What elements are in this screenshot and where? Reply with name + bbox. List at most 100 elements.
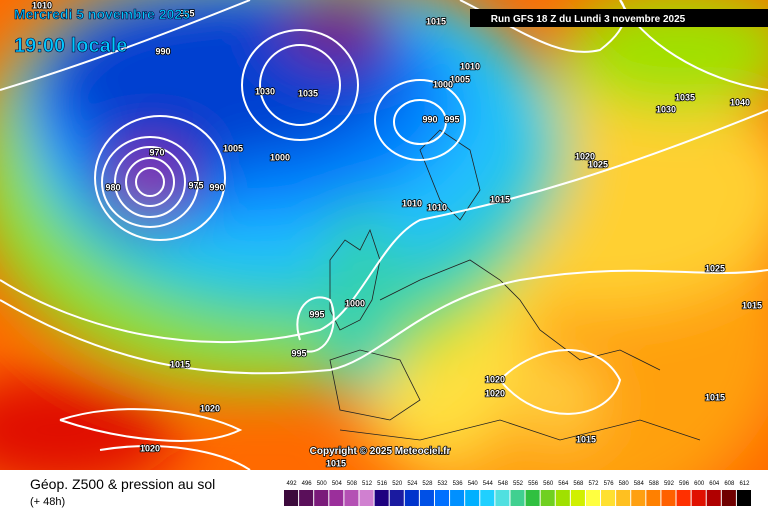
- isobar-label: 1000: [270, 152, 290, 162]
- isobar-label: 1020: [485, 374, 505, 384]
- isobar-label: 1020: [485, 388, 505, 398]
- isobar-label: 985: [179, 8, 194, 18]
- legend-swatch: [450, 490, 465, 506]
- legend-level: 588: [649, 481, 660, 487]
- legend-level: 572: [588, 481, 599, 487]
- legend-level: 604: [709, 481, 720, 487]
- forecast-time: 19:00 locale: [14, 35, 127, 57]
- isobar-label: 1015: [490, 194, 510, 204]
- isobar-label: 1010: [460, 61, 480, 71]
- isobar-label: 1035: [298, 88, 318, 98]
- legend: 492 496 500 504 508 512 516 520 524 528 532 536 540 5…: [284, 481, 751, 506]
- isobar-label: 1020: [575, 151, 595, 161]
- legend-level: 540: [468, 481, 479, 487]
- legend-swatch: [525, 490, 540, 506]
- isobar-label: 990: [155, 46, 170, 56]
- legend-level: 504: [332, 481, 343, 487]
- isobar-label: 990: [422, 114, 437, 124]
- run-info: Run GFS 18 Z du Lundi 3 novembre 2025: [491, 14, 686, 25]
- legend-level: 536: [453, 481, 464, 487]
- isobar-label: 1000: [433, 79, 453, 89]
- legend-swatch: [329, 490, 344, 506]
- isobar-label: 1010: [32, 0, 52, 10]
- isobar-label: 1000: [345, 298, 365, 308]
- isobar-label: 1015: [705, 392, 725, 402]
- legend-level: 580: [619, 481, 630, 487]
- legend-level: 552: [513, 481, 524, 487]
- footer-title: Géop. Z500 & pression au sol: [30, 476, 215, 492]
- legend-swatch: [314, 490, 329, 506]
- legend-swatch: [495, 490, 510, 506]
- isobar-label: 1010: [402, 198, 422, 208]
- run-banner: [470, 9, 768, 27]
- isobar-label: 980: [105, 182, 120, 192]
- legend-swatch: [540, 490, 555, 506]
- legend-swatch: [480, 490, 495, 506]
- legend-level: 512: [362, 481, 373, 487]
- legend-swatch: [646, 490, 661, 506]
- legend-swatch: [434, 490, 450, 506]
- legend-swatch: [601, 490, 616, 506]
- isobar-label: 1015: [576, 434, 596, 444]
- coastlines: [329, 129, 701, 441]
- legend-level: 608: [724, 481, 735, 487]
- legend-level: 520: [392, 481, 403, 487]
- legend-level: 564: [558, 481, 569, 487]
- legend-level: 500: [317, 481, 328, 487]
- legend-level: 492: [287, 481, 298, 487]
- legend-swatch: [555, 490, 570, 506]
- legend-level: 568: [573, 481, 584, 487]
- legend-swatch: [389, 490, 404, 506]
- isobar-label: 1005: [450, 74, 470, 84]
- isobar-label: 1015: [326, 458, 346, 468]
- copyright: Copyright © 2025 Meteociel.fr: [310, 446, 451, 457]
- isobar-label: 1030: [255, 86, 275, 96]
- isobar-label: 970: [149, 147, 164, 157]
- isobar-label: 1005: [223, 143, 243, 153]
- legend-level: 516: [377, 481, 388, 487]
- isobar-label: 1015: [426, 16, 446, 26]
- isobar-label: 1020: [200, 403, 220, 413]
- legend-swatch: [465, 490, 480, 506]
- isobar-label: 1010: [427, 202, 447, 212]
- legend-swatch: [616, 490, 631, 506]
- legend-level: 508: [347, 481, 358, 487]
- legend-swatch: [631, 490, 646, 506]
- isobar-label: 995: [291, 348, 306, 358]
- legend-swatch: [374, 490, 389, 506]
- legend-swatch: [404, 490, 419, 506]
- legend-level: 596: [679, 481, 690, 487]
- isobar-label: 1025: [705, 263, 725, 273]
- legend-swatch: [691, 490, 706, 506]
- legend-swatch: [570, 490, 585, 506]
- legend-level: 528: [422, 481, 433, 487]
- isobar-lines: [0, 0, 768, 470]
- legend-level: 496: [302, 481, 313, 487]
- legend-level: 612: [739, 481, 750, 487]
- legend-swatch: [359, 490, 374, 506]
- isobar-label: 990: [209, 182, 224, 192]
- legend-swatch: [284, 490, 299, 506]
- isobar-label: 995: [309, 309, 324, 319]
- isobar-label: 1020: [140, 443, 160, 453]
- legend-level: 592: [664, 481, 675, 487]
- legend-swatch: [299, 490, 314, 506]
- legend-swatch: [510, 490, 525, 506]
- isobar-label: 1015: [170, 359, 190, 369]
- legend-level: 544: [483, 481, 494, 487]
- legend-swatch: [419, 490, 434, 506]
- legend-swatch: [706, 490, 721, 506]
- isobar-label: 1025: [588, 159, 608, 169]
- legend-level: 600: [694, 481, 705, 487]
- forecast-date: Mercredi 5 novembre 2025: [14, 6, 190, 22]
- legend-level: 576: [604, 481, 615, 487]
- legend-swatch: [676, 490, 691, 506]
- legend-level: 584: [634, 481, 645, 487]
- legend-swatch: [344, 490, 359, 506]
- isobar-label: 995: [444, 114, 459, 124]
- legend-level: 560: [543, 481, 554, 487]
- isobar-label: 1030: [656, 104, 676, 114]
- legend-level: 548: [498, 481, 509, 487]
